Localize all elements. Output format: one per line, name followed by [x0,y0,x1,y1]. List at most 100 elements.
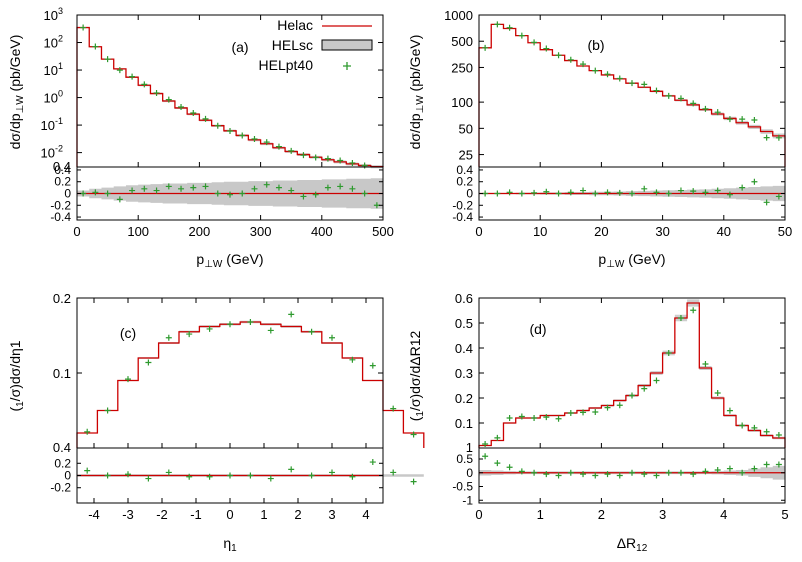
helpt40-ratio-point [567,189,574,196]
x-tick-label: 30 [655,224,669,239]
helpt40-ratio-point [726,465,733,472]
helpt40-point [543,45,550,52]
helpt40-ratio-point [592,190,599,197]
ratio-tick-label: -0.5 [452,480,473,494]
helpt40-point [104,56,111,63]
ratio-tick-label: 0.2 [54,456,71,470]
y-tick-label: 100 [451,95,473,110]
helpt40-ratio-point [506,464,513,471]
ratio-tick-label: 0 [64,187,71,201]
helpt40-point [80,24,87,31]
helpt40-point [84,428,91,435]
helpt40-point [641,81,648,88]
helpt40-ratio-point [329,469,335,476]
helpt40-point [604,404,611,411]
helpt40-ratio-point [482,453,489,460]
helpt40-point [116,67,123,74]
helpt40-ratio-point [267,475,274,482]
helpt40-ratio-point [714,467,721,473]
helpt40-ratio-point [494,190,501,197]
helpt40-point [677,95,684,102]
helpt40-ratio-point [714,187,721,194]
x-axis-label: p⊥W (GeV) [196,251,263,270]
helpt40-point [751,424,758,431]
helpt40-point [190,109,197,116]
helpt40-point [275,143,282,150]
helpt40-point [361,162,368,169]
y-tick-label: 1 [466,440,473,455]
helpt40-point [288,147,295,154]
x-tick-label: 4 [362,507,369,522]
helpt40-ratio-point [84,467,91,474]
helpt40-point [506,24,513,31]
helpt40-ratio-point [410,478,417,485]
helpt40-ratio-point [349,185,356,192]
helpt40-ratio-point [677,469,684,476]
helpt40-point [714,390,721,396]
ratio-tick-label: -0.2 [452,198,473,212]
helpt40-ratio-point [390,469,397,476]
helpt40-point [518,413,525,420]
legend-helsc-label: HELsc [272,37,313,53]
helpt40-ratio-point [141,185,148,192]
x-tick-label: 0 [475,224,482,239]
panel-label: (a) [231,39,248,55]
helpt40-ratio-point [129,187,136,194]
helpt40-point [153,89,160,96]
helpt40-point [349,356,356,363]
helpt40-point [300,152,307,159]
helpt40-ratio-point [518,190,525,197]
helpt40-ratio-point [751,178,758,185]
x-tick-label: 300 [250,224,272,239]
ratio-tick-label: 0.5 [456,452,473,466]
y-axis-label: dσ/dp⊥W (pb/GeV) [7,35,26,150]
helpt40-ratio-point [288,187,295,194]
helpt40-point [494,434,501,441]
helpt40-point [580,409,587,416]
helpt40-point [214,122,221,129]
helpt40-point [775,432,782,438]
x-tick-label: 100 [127,224,149,239]
helpt40-ratio-point [751,465,758,472]
helpt40-ratio-point [349,473,356,480]
ratio-tick-label: -0.4 [50,210,71,224]
ratio-tick-label: 0.4 [54,163,71,177]
helpt40-point [129,73,136,80]
helpt40-point [702,361,709,367]
y-tick-label: 101 [44,61,63,78]
helpt40-ratio-point [239,190,246,197]
helpt40-ratio-point [665,190,672,197]
ratio-tick-label: 0.4 [456,163,473,177]
helpt40-point [751,116,758,123]
helpt40-ratio-point [641,471,648,478]
helpt40-ratio-point [531,189,538,196]
helpt40-point [739,422,746,429]
helpt40-point [312,154,319,161]
helpt40-ratio-point [214,190,221,197]
y-tick-label: 0.4 [53,440,71,455]
helpt40-ratio-point [104,190,111,197]
helpt40-ratio-point [653,189,660,196]
x-tick-label: 1 [260,507,267,522]
helpt40-point [592,67,599,74]
helpt40-ratio-point [227,191,233,198]
x-tick-label: 2 [598,507,605,522]
x-tick-label: 40 [717,224,731,239]
main-frame [76,297,384,449]
helpt40-ratio-point [125,471,131,478]
helpt40-ratio-point [153,187,160,194]
helpt40-ratio-point [555,190,562,197]
helpt40-ratio-point [616,189,623,196]
helpt40-ratio-point [702,189,709,196]
helpt40-ratio-point [604,471,611,478]
helpt40-ratio-point [629,190,635,197]
helpt40-ratio-point [373,202,380,209]
helpt40-point [324,155,331,162]
y-axis-label: (1/σ)dσ/dη1 [7,340,26,411]
helpt40-ratio-point [494,460,501,467]
helpt40-point [104,407,111,414]
x-tick-label: 5 [781,507,788,522]
helpt40-ratio-point [665,469,672,476]
x-tick-label: 400 [311,224,333,239]
panel-label: (b) [587,37,604,53]
